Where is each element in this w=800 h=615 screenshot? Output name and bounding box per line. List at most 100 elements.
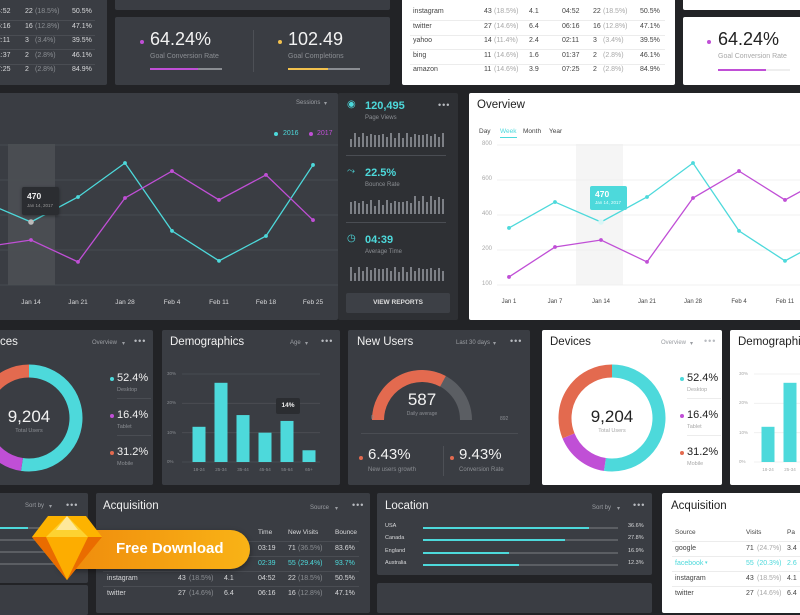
tab-month[interactable]: Month	[523, 128, 542, 135]
data-point	[645, 195, 649, 199]
more-options-icon[interactable]: •••	[321, 336, 334, 346]
more-options-icon[interactable]: •••	[633, 500, 646, 510]
y-axis-label: 400	[481, 211, 492, 217]
device-label: Tablet	[687, 424, 702, 430]
table-cell: 4.1	[787, 575, 797, 582]
spark-bar	[426, 202, 428, 214]
gem-highlight	[56, 516, 78, 530]
legend-label: 2017	[317, 130, 333, 137]
more-options-icon[interactable]: •••	[510, 336, 523, 346]
table-cell: facebook	[675, 560, 704, 567]
device-label: Tablet	[117, 424, 132, 430]
divider	[103, 586, 359, 587]
demographics-panel: Demographics30%20%10%0%18-2425-3435-4445…	[730, 330, 800, 485]
metric-label: Conversion Rate	[459, 467, 504, 473]
spark-bar	[442, 271, 444, 281]
cell-bounce: 84.9%	[72, 66, 92, 73]
cell-bounce: 50.5%	[72, 8, 92, 15]
divider	[687, 435, 721, 436]
chevron-down-icon[interactable]: ▾	[335, 506, 339, 512]
location-value: 12.3%	[628, 559, 644, 566]
devices-panel: Devices Overview ▾ ••• 9,204 Total Users 52.4%…	[542, 330, 722, 485]
data-point	[217, 198, 221, 202]
progress-fill	[423, 527, 589, 529]
table-cell: (3.4%)	[603, 37, 624, 44]
goal-value: 102.49	[288, 29, 344, 49]
tab-year[interactable]: Year	[549, 128, 563, 135]
table-cell: 4.1	[529, 8, 539, 15]
more-options-icon[interactable]: •••	[66, 500, 79, 510]
stat-value: 22.5%	[365, 167, 397, 179]
spark-bar	[414, 134, 416, 147]
gem-bottom-center	[46, 537, 88, 580]
device-label: Mobile	[687, 461, 704, 467]
spark-bar	[418, 135, 420, 147]
sessions-dropdown[interactable]: Sessions	[296, 100, 321, 106]
table-cell: 2.4	[529, 37, 539, 44]
divider	[672, 541, 800, 542]
tab-day[interactable]: Day	[479, 128, 491, 135]
y-axis-label: 200	[481, 246, 492, 252]
spark-bar	[422, 269, 424, 281]
divider	[410, 34, 665, 36]
more-options-icon[interactable]: •••	[352, 500, 365, 510]
table-cell: 3	[593, 37, 597, 44]
chevron-down-icon[interactable]: ▾	[617, 506, 621, 512]
table-cell: 16	[288, 590, 296, 597]
chevron-down-icon[interactable]: ▾	[705, 560, 708, 566]
table-panel: 04:5222(18.5%)50.5%06:1616(12.8%)47.1%02…	[0, 0, 107, 85]
chevron-down-icon[interactable]: ▾	[305, 341, 309, 347]
chevron-down-icon[interactable]: ▾	[493, 341, 497, 347]
chevron-down-icon[interactable]: ▾	[690, 341, 694, 347]
age-dropdown[interactable]: Age	[290, 340, 301, 346]
data-point	[599, 238, 603, 242]
table-cell: 27	[484, 22, 492, 30]
date-range-dropdown[interactable]: Last 30 days	[456, 340, 491, 346]
divider	[687, 398, 721, 399]
chart-svg	[372, 370, 472, 421]
free-download-label[interactable]: Free Download	[116, 540, 224, 557]
spark-bar	[386, 137, 388, 147]
view-reports-button[interactable]: VIEW REPORTS	[346, 293, 450, 313]
table-cell: 6.4	[529, 22, 539, 30]
more-options-icon[interactable]: •••	[704, 336, 717, 346]
more-options-icon[interactable]: •••	[438, 100, 451, 110]
source-dropdown[interactable]: Source	[310, 505, 330, 511]
progress-track	[423, 551, 618, 554]
overview-dropdown[interactable]: Overview	[92, 340, 118, 346]
sort-dropdown[interactable]: Sort by	[25, 503, 45, 509]
tab-week[interactable]: Week	[500, 128, 517, 138]
data-point	[645, 260, 649, 264]
table-cell: 1.6	[529, 51, 539, 59]
divider	[672, 571, 800, 572]
chevron-down-icon[interactable]: ▾	[49, 504, 53, 510]
cell-time: 07:25	[0, 66, 11, 73]
overview-dropdown[interactable]: Overview	[661, 340, 687, 346]
chevron-down-icon[interactable]: ▾	[122, 341, 126, 347]
table-cell: 06:16	[562, 22, 580, 30]
metric-label: New users growth	[368, 467, 417, 473]
cell-visits: 3	[25, 37, 29, 44]
gauge-max: 892	[500, 416, 509, 422]
spark-bar	[362, 201, 364, 214]
progress-fill	[423, 539, 566, 542]
chevron-down-icon[interactable]: ▾	[324, 101, 328, 107]
divider	[361, 433, 518, 434]
spark-bar	[354, 273, 356, 281]
table-cell: 55	[288, 560, 296, 567]
panel-title: Acquisition	[103, 500, 159, 512]
device-value: 52.4%	[687, 372, 719, 384]
spark-bar	[366, 267, 368, 281]
donut-segment-mobile	[558, 364, 613, 439]
divider	[346, 222, 446, 223]
chart-svg	[182, 373, 320, 463]
table-cell: 55	[746, 560, 754, 567]
spark-bar	[426, 269, 428, 281]
devices-panel: ces Overview ▾ ••• 9,204 Total Users 52.4% Desk…	[0, 330, 153, 485]
legend-dot	[450, 456, 454, 460]
table-cell: 03:19	[258, 545, 276, 552]
x-axis-label: 25-34	[215, 467, 227, 472]
sort-dropdown[interactable]: Sort by	[592, 505, 612, 511]
more-options-icon[interactable]: •••	[134, 336, 147, 346]
metric-value: 9.43%	[459, 446, 502, 463]
